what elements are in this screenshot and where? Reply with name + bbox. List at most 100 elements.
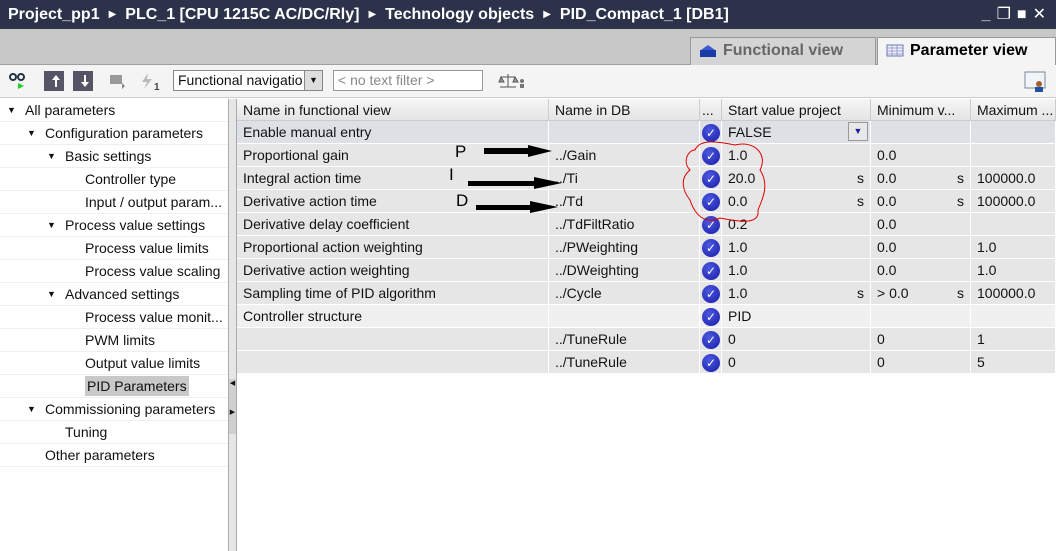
checkmark-icon: ✓ — [702, 331, 720, 349]
cell-name: Derivative action time — [237, 190, 549, 212]
expand-arrow-icon[interactable]: ▼ — [47, 151, 56, 161]
minimize-icon[interactable]: _ — [981, 6, 997, 23]
checkmark-icon: ✓ — [702, 285, 720, 303]
expand-arrow-icon[interactable]: ▼ — [27, 128, 36, 138]
float-icon[interactable]: ❐ — [996, 6, 1017, 23]
cell-start-value[interactable]: 1.0 — [722, 144, 871, 166]
breadcrumb-item[interactable]: Project_pp1 — [8, 6, 100, 23]
tree-item[interactable]: PID Parameters — [0, 375, 228, 398]
cell-start-value[interactable]: 1.0 — [722, 259, 871, 281]
cell-minimum — [871, 121, 971, 143]
cell-start-value[interactable]: 0.0 s — [722, 190, 871, 212]
text-filter-input[interactable]: < no text filter > — [333, 70, 483, 91]
table-row[interactable]: Proportional gain ../Gain ✓ 1.0 0.0 — [237, 144, 1056, 167]
breadcrumb-item[interactable]: Technology objects — [385, 6, 535, 23]
cell-status: ✓ — [700, 282, 722, 304]
table-row[interactable]: Integral action time ../Ti ✓ 20.0 s 0.0 s 10000… — [237, 167, 1056, 190]
tree-item[interactable]: ▼ All parameters — [0, 99, 228, 122]
snapshot-icon[interactable] — [108, 71, 128, 91]
annotation-i: I — [449, 165, 454, 184]
annotation-d: D — [456, 191, 469, 210]
expand-arrow-icon[interactable]: ▼ — [47, 289, 56, 299]
tree-item[interactable]: ▼ Advanced settings — [0, 283, 228, 306]
tab-parameter-view[interactable]: Parameter view — [877, 37, 1056, 65]
tree-item-label: Process value scaling — [85, 263, 221, 279]
table-row[interactable]: Derivative delay coefficient ../TdFiltRat… — [237, 213, 1056, 236]
user-settings-icon[interactable] — [1024, 71, 1046, 92]
tree-item[interactable]: Process value scaling — [0, 260, 228, 283]
tree-item[interactable]: ▼ Configuration parameters — [0, 122, 228, 145]
column-header-maximum[interactable]: Maximum ... — [971, 99, 1056, 120]
start-value: 20.0 — [728, 170, 756, 186]
cell-start-value[interactable]: 0 — [722, 328, 871, 350]
checkmark-icon: ✓ — [702, 262, 720, 280]
tree-item[interactable]: Process value monit... — [0, 306, 228, 329]
maximum-value: 100000.0 — [977, 193, 1036, 209]
db-name-text: ../PWeighting — [555, 239, 639, 255]
column-header-minimum[interactable]: Minimum v... — [871, 99, 971, 120]
tree-item[interactable]: Tuning — [0, 421, 228, 444]
cell-db-name — [549, 305, 700, 327]
column-header-start-value[interactable]: Start value project — [722, 99, 871, 120]
table-row[interactable]: Controller structure ✓ PID — [237, 305, 1056, 328]
column-header-status[interactable]: ... — [700, 99, 722, 120]
collapse-arrows-icon[interactable]: ◀ ▶ — [229, 379, 236, 434]
tree-item[interactable]: Other parameters — [0, 444, 228, 467]
tab-label: Functional view — [723, 42, 844, 59]
table-row[interactable]: ../TuneRule ✓ 0 0 5 — [237, 351, 1056, 374]
table-row[interactable]: Enable manual entry ✓ FALSE ▼ — [237, 121, 1056, 144]
chevron-down-icon[interactable]: ▼ — [304, 71, 322, 90]
unit: s — [957, 285, 964, 301]
cell-start-value[interactable]: 1.0 — [722, 236, 871, 258]
cell-name: Enable manual entry — [237, 121, 549, 143]
tree-item[interactable]: ▼ Commissioning parameters — [0, 398, 228, 421]
tree-item[interactable]: Input / output param... — [0, 191, 228, 214]
table-row[interactable]: ../TuneRule ✓ 0 0 1 — [237, 328, 1056, 351]
tree-item[interactable]: ▼ Basic settings — [0, 145, 228, 168]
table-row[interactable]: Derivative action time ../Td ✓ 0.0 s 0.0 s 1000… — [237, 190, 1056, 213]
cell-db-name — [549, 121, 700, 143]
compare-scale-icon[interactable] — [498, 71, 524, 91]
cell-status: ✓ — [700, 144, 722, 166]
tree-item[interactable]: ▼ Process value settings — [0, 214, 228, 237]
cell-maximum: 5 — [971, 351, 1056, 373]
start-value: 0 — [728, 331, 736, 347]
maximize-icon[interactable]: ■ — [1016, 6, 1033, 23]
column-header-db[interactable]: Name in DB — [549, 99, 700, 120]
navigation-select[interactable]: Functional navigatio ▼ — [173, 70, 323, 91]
cell-start-value[interactable]: FALSE ▼ — [722, 121, 871, 143]
expand-arrow-icon[interactable]: ▼ — [27, 404, 36, 414]
chevron-down-icon[interactable]: ▼ — [848, 122, 868, 141]
cell-start-value[interactable]: 0.2 — [722, 213, 871, 235]
db-name-text: ../TdFiltRatio — [555, 216, 635, 232]
load-values-icon[interactable]: 1 — [138, 71, 162, 93]
table-row[interactable]: Derivative action weighting ../DWeighting… — [237, 259, 1056, 282]
close-icon[interactable]: ✕ — [1032, 6, 1052, 23]
checkmark-icon: ✓ — [702, 354, 720, 372]
tree-item[interactable]: Controller type — [0, 168, 228, 191]
tree-item[interactable]: Output value limits — [0, 352, 228, 375]
breadcrumb-item[interactable]: PLC_1 [CPU 1215C AC/DC/Rly] — [125, 6, 360, 23]
expand-all-icon[interactable] — [44, 71, 64, 91]
cell-maximum: 1 — [971, 328, 1056, 350]
cell-start-value[interactable]: 20.0 s — [722, 167, 871, 189]
expand-arrow-icon[interactable]: ▼ — [47, 220, 56, 230]
cell-start-value[interactable]: PID — [722, 305, 871, 327]
load-values-badge: 1 — [154, 82, 160, 91]
cell-db-name: ../TuneRule — [549, 328, 700, 350]
expand-arrow-icon[interactable]: ▼ — [7, 105, 16, 115]
parameter-table: Name in functional view Name in DB ... S… — [237, 99, 1056, 551]
panel-splitter[interactable]: ◀ ▶ — [228, 99, 237, 551]
start-value: 1.0 — [728, 262, 748, 278]
unit: s — [857, 285, 864, 301]
cell-start-value[interactable]: 0 — [722, 351, 871, 373]
column-header-name[interactable]: Name in functional view — [237, 99, 549, 120]
monitor-glasses-icon[interactable] — [8, 71, 28, 91]
cell-start-value[interactable]: 1.0 s — [722, 282, 871, 304]
tree-item[interactable]: PWM limits — [0, 329, 228, 352]
tree-item[interactable]: Process value limits — [0, 237, 228, 260]
tab-functional-view[interactable]: Functional view — [690, 37, 876, 65]
collapse-all-icon[interactable] — [73, 71, 93, 91]
table-row[interactable]: Sampling time of PID algorithm ../Cycle ✓ 1… — [237, 282, 1056, 305]
table-row[interactable]: Proportional action weighting ../PWeighti… — [237, 236, 1056, 259]
